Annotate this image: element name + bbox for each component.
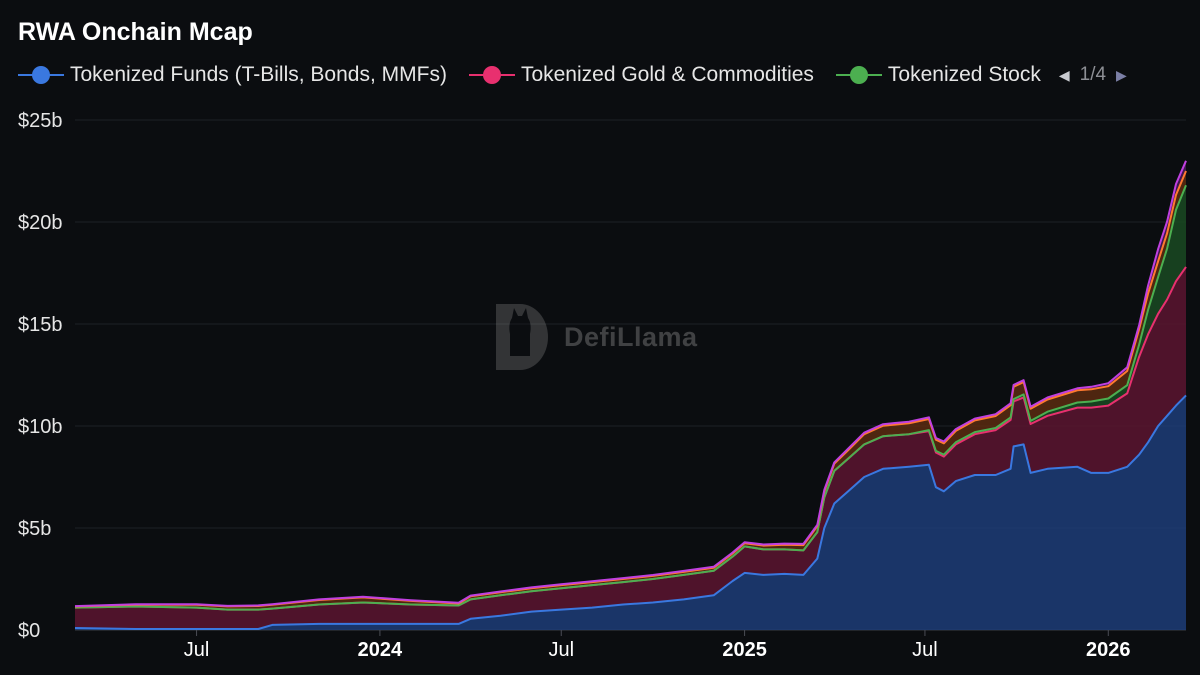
legend-next-arrow-icon[interactable]: ▶: [1116, 66, 1127, 83]
legend-page-indicator: 1/4: [1079, 64, 1107, 85]
x-tick-label: Jul: [912, 639, 938, 661]
legend-swatch-tokenized-gold: [468, 65, 515, 85]
x-tick-label: 2024: [358, 639, 403, 661]
x-tick-label: Jul: [184, 639, 210, 661]
y-tick-label: $20b: [18, 212, 63, 234]
series-line-tokenized-stock: [74, 184, 1187, 611]
legend-label-tokenized-funds: Tokenized Funds (T-Bills, Bonds, MMFs): [70, 63, 447, 86]
y-tick-label: $0: [18, 620, 40, 642]
series-area-tokenized-gold-commodities: [75, 266, 1186, 629]
legend-label-tokenized-gold: Tokenized Gold & Commodities: [520, 63, 814, 86]
y-tick-label: $5b: [18, 518, 51, 540]
legend-label-tokenized-stock: Tokenized Stock: [887, 63, 1041, 86]
y-tick-label: $10b: [18, 416, 63, 438]
x-tick-label: 2026: [1086, 639, 1131, 661]
x-tick-label: 2025: [722, 639, 767, 661]
legend-pager: ◀ 1/4 ▶: [1059, 64, 1127, 86]
y-tick-label: $25b: [18, 110, 63, 132]
legend-item-tokenized-funds[interactable]: Tokenized Funds (T-Bills, Bonds, MMFs): [18, 63, 447, 87]
chart-title: RWA Onchain Mcap: [18, 18, 253, 46]
series-line-minor-series-4: [74, 160, 1187, 608]
legend-item-tokenized-stock[interactable]: Tokenized Stock: [835, 63, 1041, 87]
chart-legend: Tokenized Funds (T-Bills, Bonds, MMFs) T…: [18, 60, 1127, 90]
series-line-tokenized-funds-t-bills-bonds-mmfs: [74, 394, 1187, 630]
watermark: DefiLlama: [490, 300, 698, 374]
legend-swatch-tokenized-funds: [18, 65, 64, 85]
axis-layer: $0 $5b $10b $15b $20b $25b Jul 2024 Jul 2025 Jul 20…: [18, 110, 1131, 661]
x-tick-label: Jul: [548, 639, 574, 661]
legend-swatch-tokenized-stock: [835, 65, 882, 85]
legend-item-tokenized-gold[interactable]: Tokenized Gold & Commodities: [468, 63, 814, 87]
y-tick-label: $15b: [18, 314, 63, 336]
legend-prev-arrow-icon[interactable]: ◀: [1058, 66, 1070, 83]
watermark-text: DefiLlama: [564, 321, 698, 352]
defillama-logo-icon: [496, 304, 548, 370]
line-layer: [74, 160, 1187, 630]
area-layer: [75, 160, 1186, 630]
series-area-tokenized-funds-t-bills-bonds-mmfs: [75, 395, 1186, 630]
